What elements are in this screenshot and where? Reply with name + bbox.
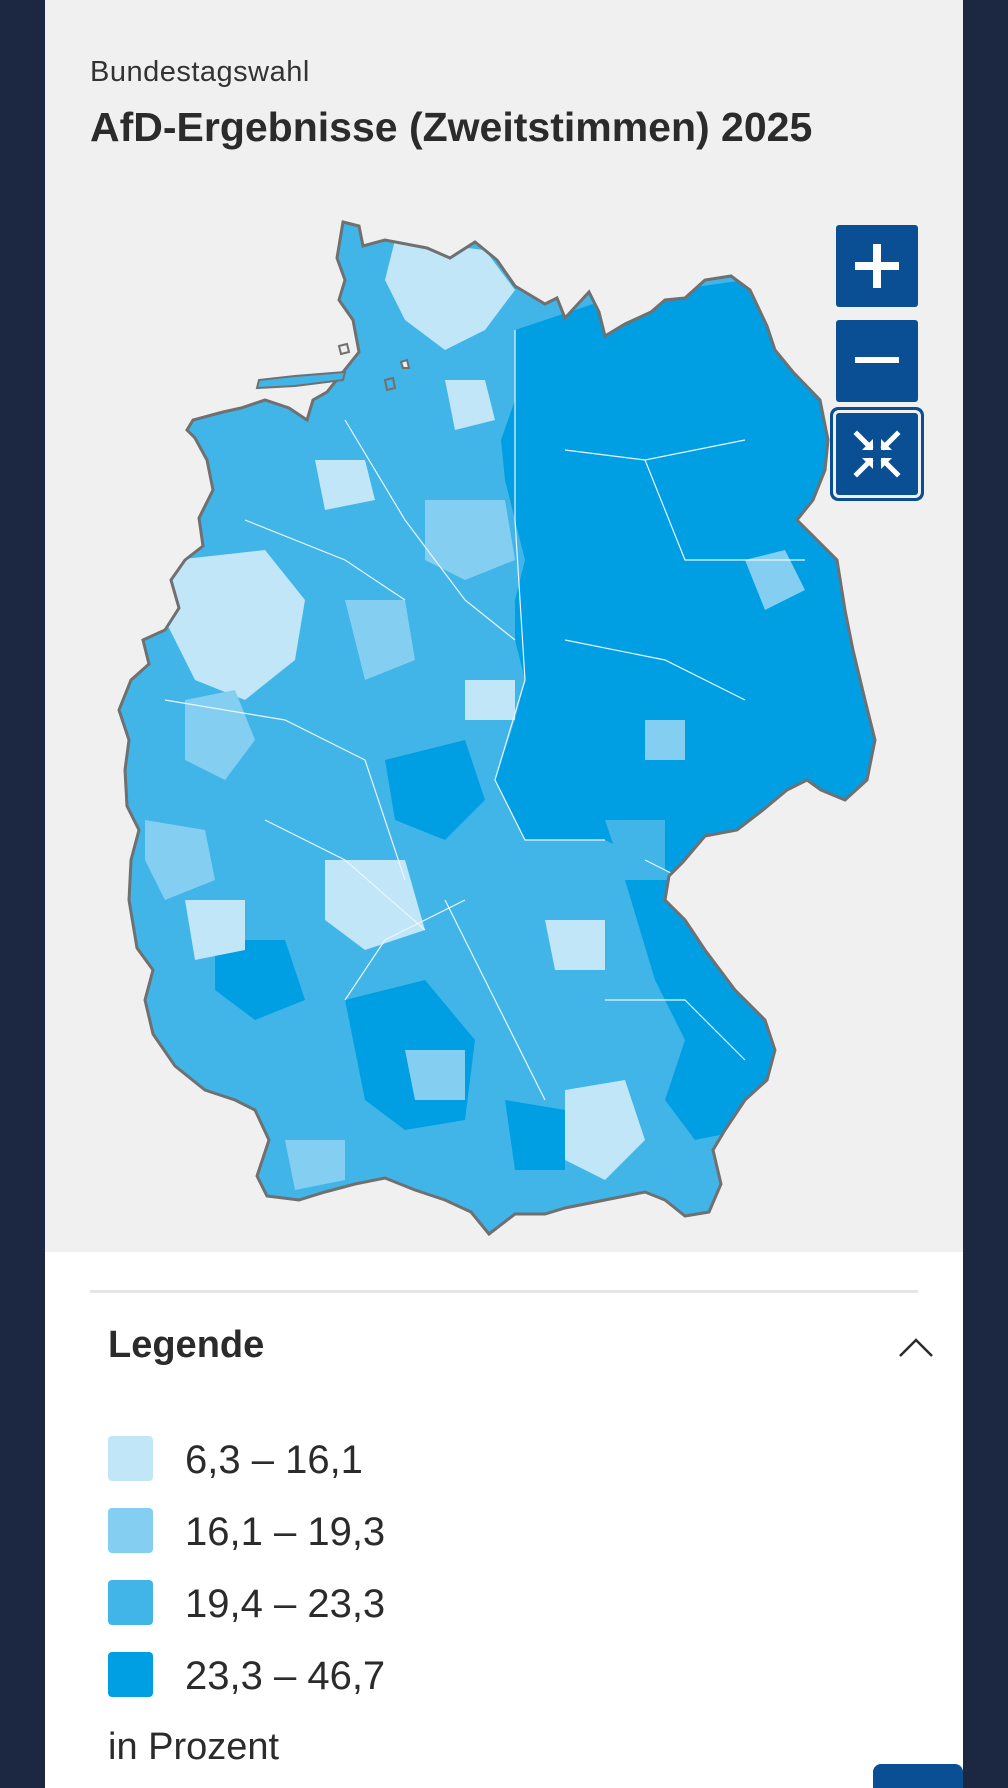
plus-icon [855, 244, 899, 288]
reset-view-button[interactable] [836, 413, 918, 495]
germany-choropleth-map[interactable] [45, 0, 963, 1252]
zoom-out-button[interactable] [836, 320, 918, 402]
legend-unit: in Prozent [108, 1726, 280, 1768]
scroll-to-top-button[interactable] [873, 1764, 963, 1788]
legend-swatch [108, 1580, 153, 1625]
chevron-up-icon [899, 1338, 933, 1357]
legend-swatch [108, 1652, 153, 1697]
legend-label: 23,3 – 46,7 [185, 1654, 386, 1698]
legend-label: 6,3 – 16,1 [185, 1438, 363, 1482]
collapse-arrows-icon [853, 430, 901, 478]
legend-label: 16,1 – 19,3 [185, 1510, 386, 1554]
map-title: AfD-Ergebnisse (Zweitstimmen) 2025 [90, 104, 813, 150]
legend-divider [90, 1290, 918, 1293]
legend-swatch [108, 1436, 153, 1481]
map-kicker: Bundestagswahl [90, 56, 310, 88]
legend-label: 19,4 – 23,3 [185, 1582, 386, 1626]
zoom-in-button[interactable] [836, 225, 918, 307]
page-frame: Bundestagswahl AfD-Ergebnisse (Zweitstim… [45, 0, 963, 1788]
map-panel: Bundestagswahl AfD-Ergebnisse (Zweitstim… [45, 0, 963, 1252]
legend-swatch [108, 1508, 153, 1553]
legend-title: Legende [108, 1324, 265, 1366]
legend-toggle[interactable]: Legende [108, 1316, 948, 1380]
minus-icon [855, 357, 899, 363]
